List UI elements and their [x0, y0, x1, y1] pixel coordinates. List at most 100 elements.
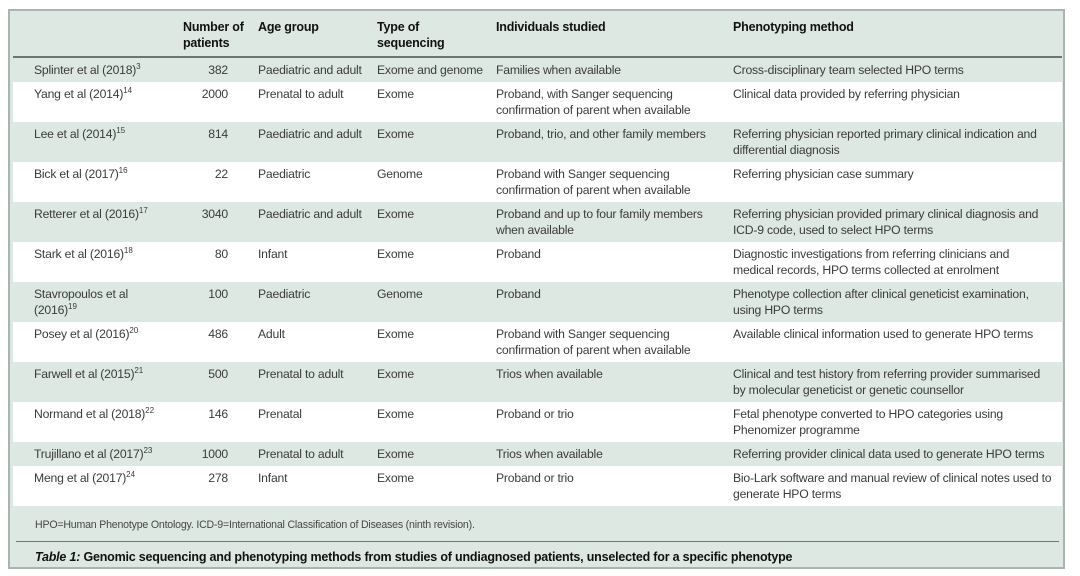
phenotyping-cell: Bio-Lark software and manual review of c…: [733, 471, 1052, 501]
studies-table: Number of patients Age group Type of seq…: [13, 11, 1062, 506]
study-name: Farwell et al (2015): [34, 367, 135, 381]
study-name: Bick et al (2017): [34, 167, 119, 181]
age-group-cell: Paediatric and adult: [258, 127, 362, 141]
study-name: Stark et al (2016): [34, 247, 124, 261]
table-figure: Number of patients Age group Type of seq…: [8, 9, 1065, 569]
reference-superscript: 21: [134, 365, 144, 375]
phenotyping-cell: Clinical data provided by referring phys…: [733, 87, 960, 101]
table-row: Posey et al (2016)20 486 Adult Exome Pro…: [13, 322, 1062, 362]
study-name: Yang et al (2014): [34, 87, 124, 101]
table-row: Stavropoulos et al (2016)19 100 Paediatr…: [13, 282, 1062, 322]
phenotyping-cell: Cross-disciplinary team selected HPO ter…: [733, 63, 964, 77]
reference-superscript: 24: [126, 469, 136, 479]
study-name: Stavropoulos et al (2016): [34, 287, 128, 317]
age-group-cell: Prenatal to adult: [258, 87, 344, 101]
header-study: [13, 11, 183, 58]
table-row: Splinter et al (2018)3 382 Paediatric an…: [13, 57, 1062, 82]
table-row: Yang et al (2014)14 2000 Prenatal to adu…: [13, 82, 1062, 122]
table-caption: Table 1: Genomic sequencing and phenotyp…: [35, 549, 1038, 565]
phenotyping-cell: Clinical and test history from referring…: [733, 367, 1041, 397]
table-row: Retterer et al (2016)17 3040 Paediatric …: [13, 202, 1062, 242]
study-cell: Bick et al (2017)16: [13, 162, 183, 202]
study-name: Meng et al (2017): [34, 471, 127, 485]
age-group-cell: Paediatric and adult: [258, 207, 362, 221]
reference-superscript: 20: [129, 325, 139, 335]
individuals-cell: Proband, trio, and other family members: [496, 127, 706, 141]
study-cell: Posey et al (2016)20: [13, 322, 183, 362]
sequencing-cell: Exome: [377, 407, 414, 421]
study-name: Retterer et al (2016): [34, 207, 139, 221]
table-row: Bick et al (2017)16 22 Paediatric Genome…: [13, 162, 1062, 202]
table-row: Normand et al (2018)22 146 Prenatal Exom…: [13, 402, 1062, 442]
study-cell: Splinter et al (2018)3: [13, 57, 183, 82]
caption-divider: [16, 541, 1059, 542]
individuals-cell: Proband: [496, 247, 541, 261]
phenotyping-cell: Available clinical information used to g…: [733, 327, 1033, 341]
age-group-cell: Paediatric: [258, 167, 311, 181]
individuals-cell: Trios when available: [496, 367, 603, 381]
table-body: Splinter et al (2018)3 382 Paediatric an…: [13, 57, 1062, 506]
patients-cell: 2000: [201, 87, 229, 101]
table-row: Trujillano et al (2017)23 1000 Prenatal …: [13, 442, 1062, 466]
study-cell: Stavropoulos et al (2016)19: [13, 282, 183, 322]
age-group-cell: Infant: [258, 471, 288, 485]
phenotyping-cell: Fetal phenotype converted to HPO categor…: [733, 407, 1004, 437]
individuals-cell: Proband and up to four family members wh…: [496, 207, 703, 237]
sequencing-cell: Exome: [377, 247, 414, 261]
patients-cell: 500: [208, 367, 228, 381]
study-name: Splinter et al (2018): [34, 63, 137, 77]
header-age-group: Age group: [258, 11, 377, 58]
age-group-cell: Paediatric and adult: [258, 63, 362, 77]
study-name: Normand et al (2018): [34, 407, 146, 421]
study-name: Posey et al (2016): [34, 327, 130, 341]
reference-superscript: 19: [68, 301, 77, 311]
study-cell: Normand et al (2018)22: [13, 402, 183, 442]
table-caption-label: Table 1:: [35, 550, 81, 564]
table-row: Stark et al (2016)18 80 Infant Exome Pro…: [13, 242, 1062, 282]
study-cell: Yang et al (2014)14: [13, 82, 183, 122]
study-cell: Retterer et al (2016)17: [13, 202, 183, 242]
age-group-cell: Prenatal: [258, 407, 302, 421]
individuals-cell: Trios when available: [496, 447, 603, 461]
age-group-cell: Infant: [258, 247, 288, 261]
individuals-cell: Proband or trio: [496, 407, 574, 421]
individuals-cell: Proband, with Sanger sequencing confirma…: [496, 87, 691, 117]
sequencing-cell: Genome: [377, 167, 423, 181]
reference-superscript: 16: [118, 165, 128, 175]
study-cell: Stark et al (2016)18: [13, 242, 183, 282]
sequencing-cell: Exome: [377, 127, 414, 141]
phenotyping-cell: Diagnostic investigations from referring…: [733, 247, 1010, 277]
reference-superscript: 18: [123, 245, 133, 255]
header-type-of-sequencing: Type of sequencing: [377, 11, 496, 58]
individuals-cell: Families when available: [496, 63, 621, 77]
reference-superscript: 17: [138, 205, 148, 215]
study-name: Trujillano et al (2017): [34, 447, 144, 461]
age-group-cell: Paediatric: [258, 287, 311, 301]
sequencing-cell: Exome: [377, 367, 414, 381]
patients-cell: 3040: [201, 207, 229, 221]
header-phenotyping-method: Phenotyping method: [733, 11, 1062, 58]
sequencing-cell: Exome: [377, 87, 414, 101]
table-caption-text: Genomic sequencing and phenotyping metho…: [80, 550, 793, 564]
patients-cell: 146: [208, 407, 228, 421]
table-header: Number of patients Age group Type of seq…: [13, 11, 1062, 58]
table-footnote: HPO=Human Phenotype Ontology. ICD-9=Inte…: [35, 519, 475, 531]
age-group-cell: Prenatal to adult: [258, 447, 344, 461]
table-row: Lee et al (2014)15 814 Paediatric and ad…: [13, 122, 1062, 162]
patients-cell: 278: [208, 471, 228, 485]
study-cell: Meng et al (2017)24: [13, 466, 183, 506]
header-row: Number of patients Age group Type of seq…: [13, 11, 1062, 58]
phenotyping-cell: Referring provider clinical data used to…: [733, 447, 1045, 461]
age-group-cell: Prenatal to adult: [258, 367, 344, 381]
patients-cell: 80: [214, 247, 228, 261]
sequencing-cell: Exome: [377, 207, 414, 221]
patients-cell: 814: [208, 127, 228, 141]
reference-superscript: 22: [145, 405, 155, 415]
sequencing-cell: Exome: [377, 471, 414, 485]
phenotyping-cell: Referring physician provided primary cli…: [733, 207, 1039, 237]
patients-cell: 100: [208, 287, 228, 301]
table-row: Meng et al (2017)24 278 Infant Exome Pro…: [13, 466, 1062, 506]
study-cell: Farwell et al (2015)21: [13, 362, 183, 402]
reference-superscript: 3: [136, 61, 141, 71]
patients-cell: 486: [208, 327, 228, 341]
